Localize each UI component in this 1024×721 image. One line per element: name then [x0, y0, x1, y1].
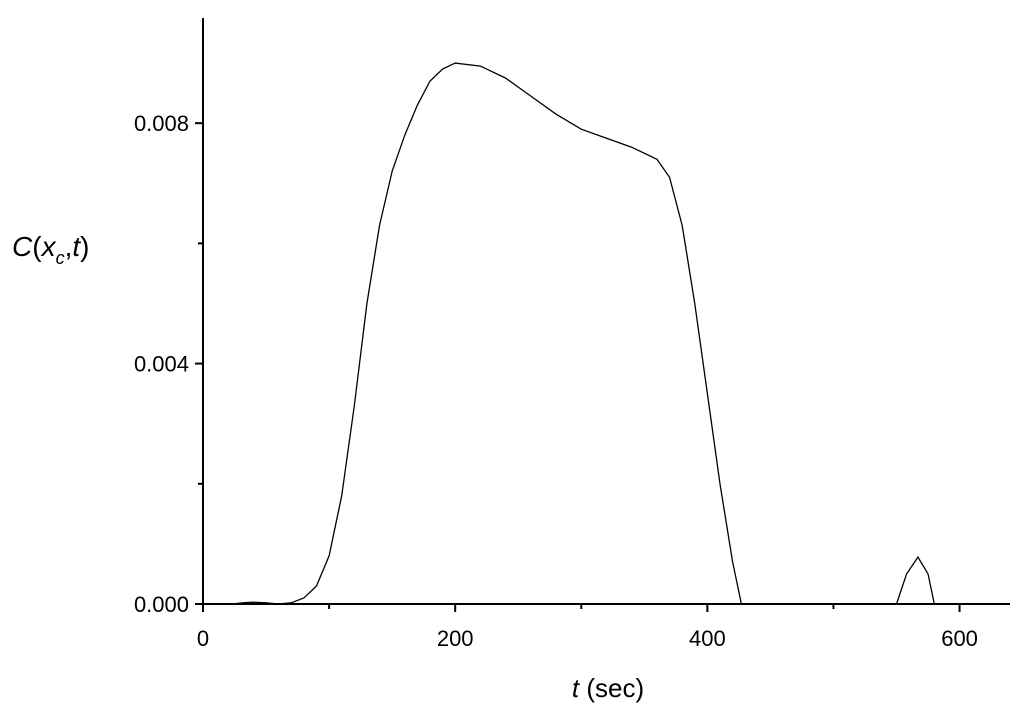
y-label-part: t: [72, 231, 81, 262]
x-tick-label: 600: [941, 626, 978, 651]
y-tick-label: 0.004: [134, 352, 189, 377]
y-label-part: x: [40, 231, 57, 262]
y-axis-label: C(xc,t): [12, 231, 89, 268]
y-label-part: C: [12, 231, 33, 262]
x-axis-label: t (sec): [572, 673, 644, 703]
data-line: [231, 62, 935, 605]
y-tick-label: 0.000: [134, 592, 189, 617]
y-tick-label: 0.008: [134, 111, 189, 136]
x-tick-label: 200: [437, 626, 474, 651]
y-label-part: (: [32, 231, 42, 262]
x-tick-label: 400: [689, 626, 726, 651]
y-label-part: ,: [65, 231, 73, 262]
y-label-part: ): [80, 231, 89, 262]
y-label-sub: c: [56, 248, 65, 268]
x-label-unit: (sec): [579, 673, 644, 703]
x-tick-label: 0: [197, 626, 209, 651]
x-label-var: t: [572, 673, 581, 703]
